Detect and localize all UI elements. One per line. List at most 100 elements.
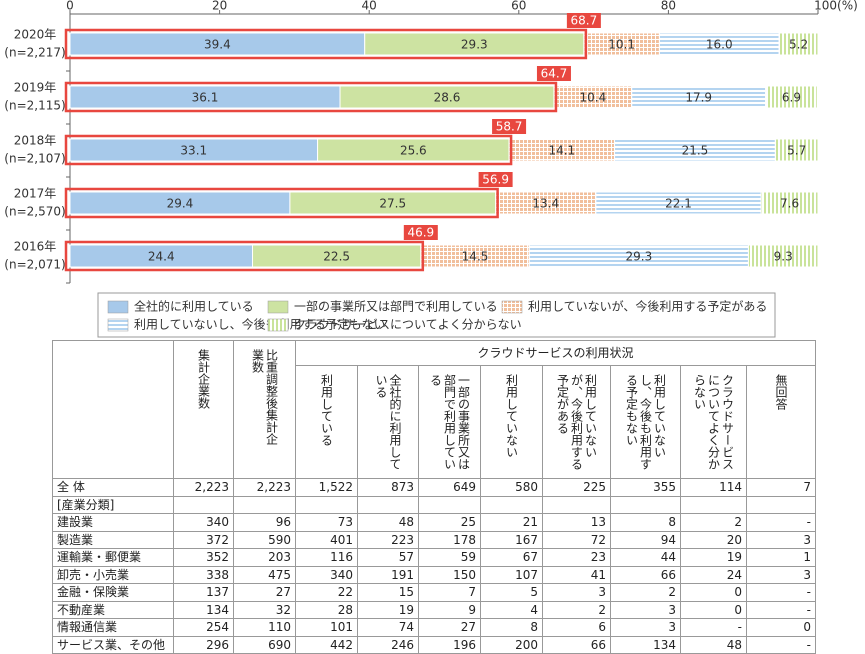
value-label: 29.3 (625, 250, 652, 264)
total-badge (403, 225, 438, 240)
x-tick-label: 100(%) (814, 0, 858, 13)
cell: 191 (357, 565, 419, 584)
cell: 13 (542, 513, 611, 532)
cell: 3 (746, 565, 816, 584)
cell: 254 (173, 618, 234, 637)
row-label: サービス業、その他 (52, 635, 174, 654)
sample-size: (n=2,107) (4, 152, 65, 166)
cell (233, 495, 296, 514)
cell: 19 (680, 548, 747, 567)
cell (680, 495, 747, 514)
column-header: 利用していないし、今後も利用する予定もない (610, 365, 681, 479)
cell: 9 (418, 600, 481, 619)
cell: 1,522 (295, 478, 358, 497)
cell: 110 (233, 618, 296, 637)
cell: 340 (295, 565, 358, 584)
value-label: 13.4 (532, 197, 559, 211)
table-row: 卸売・小売業 338 475 340 191 150 107 41 66 24 3 (52, 565, 816, 584)
row-label: 卸売・小売業 (52, 565, 174, 584)
cell: 116 (295, 548, 358, 567)
column-header-text: 一部の事業所又は部門で利用している (428, 374, 471, 470)
data-table: 集計企業数 比重調整後集計企業数 クラウドサービスの利用状況 利用している 全社的に利… (52, 340, 816, 654)
cell: 48 (357, 513, 419, 532)
cell: 134 (610, 635, 681, 654)
cell: 66 (610, 565, 681, 584)
row-label: 金融・保険業 (52, 583, 174, 602)
cell: 150 (418, 565, 481, 584)
column-header: 無回答 (746, 365, 816, 479)
column-header: 全社的に利用している (357, 365, 419, 479)
cell: 649 (418, 478, 481, 497)
cell: 401 (295, 530, 358, 549)
cell: 4 (480, 600, 543, 619)
cell: 57 (357, 548, 419, 567)
value-label: 21.5 (682, 144, 709, 158)
cell: 1 (746, 548, 816, 567)
total-outline (64, 81, 558, 113)
cell: 28 (295, 600, 358, 619)
cell: 74 (357, 618, 419, 637)
column-header-text: 集計企業数 (196, 349, 211, 409)
cell: 101 (295, 618, 358, 637)
cell: 352 (173, 548, 234, 567)
cell: 15 (357, 583, 419, 602)
value-label: 6.9 (782, 91, 801, 105)
sample-size: (n=2,115) (4, 99, 65, 113)
cell: 296 (173, 635, 234, 654)
cell: 167 (480, 530, 543, 549)
x-tick-label: 0 (66, 0, 74, 13)
bar-segment (778, 32, 819, 56)
cell: - (680, 618, 747, 637)
value-label: 10.4 (579, 91, 606, 105)
cell: 442 (295, 635, 358, 654)
total-badge (492, 119, 527, 134)
column-header-text: クラウドサービスについてよく分からない (692, 374, 735, 470)
row-label: 製造業 (52, 530, 174, 549)
cell: 134 (173, 600, 234, 619)
cell: 0 (680, 583, 747, 602)
cell: 21 (480, 513, 543, 532)
table-row: 金融・保険業 137 27 22 15 7 5 3 2 0- (52, 583, 816, 602)
row-label: 建設業 (52, 513, 174, 532)
row-label: 情報通信業 (52, 618, 174, 637)
cell: 2,223 (173, 478, 234, 497)
x-tick-label: 60 (511, 0, 526, 13)
cell: 0 (680, 600, 747, 619)
cell: 690 (233, 635, 296, 654)
column-header-text: 利用していない (504, 374, 519, 458)
total-badge (478, 172, 513, 187)
cell: 0 (746, 618, 816, 637)
legend-label: 利用していないが、今後利用する予定がある (528, 299, 767, 314)
column-header: 利用していないが、今後利用する予定がある (542, 365, 611, 479)
cell: 27 (418, 618, 481, 637)
cell (610, 495, 681, 514)
cell: 338 (173, 565, 234, 584)
cell: 25 (418, 513, 481, 532)
cell: 7 (418, 583, 481, 602)
value-label: 17.9 (685, 91, 712, 105)
legend-label: 利用していないし、今後も利用する予定もない (134, 317, 386, 332)
cell: 3 (542, 583, 611, 602)
cell (418, 495, 481, 514)
value-label: 28.6 (434, 91, 461, 105)
total-label: 58.7 (496, 120, 523, 134)
cell: 94 (610, 530, 681, 549)
legend-label: クラウドサービスについてよく分からない (294, 318, 522, 332)
value-label: 5.2 (789, 38, 808, 52)
cell: 41 (542, 565, 611, 584)
table-row: [産業分類] (52, 495, 816, 514)
legend-swatch (501, 300, 523, 314)
value-label: 27.5 (379, 197, 406, 211)
value-label: 24.4 (148, 250, 175, 264)
category-label: 2017年 (14, 187, 57, 201)
group-header: クラウドサービスの利用状況 (295, 340, 816, 366)
x-tick-label: 80 (661, 0, 676, 13)
cell: 590 (233, 530, 296, 549)
cell: 73 (295, 513, 358, 532)
cell: 2 (542, 600, 611, 619)
column-header: クラウドサービスについてよく分からない (680, 365, 747, 479)
bar-segment (760, 191, 819, 215)
cell: 355 (610, 478, 681, 497)
column-header-text: 比重調整後集計企業数 (250, 349, 279, 445)
cell: 66 (542, 635, 611, 654)
